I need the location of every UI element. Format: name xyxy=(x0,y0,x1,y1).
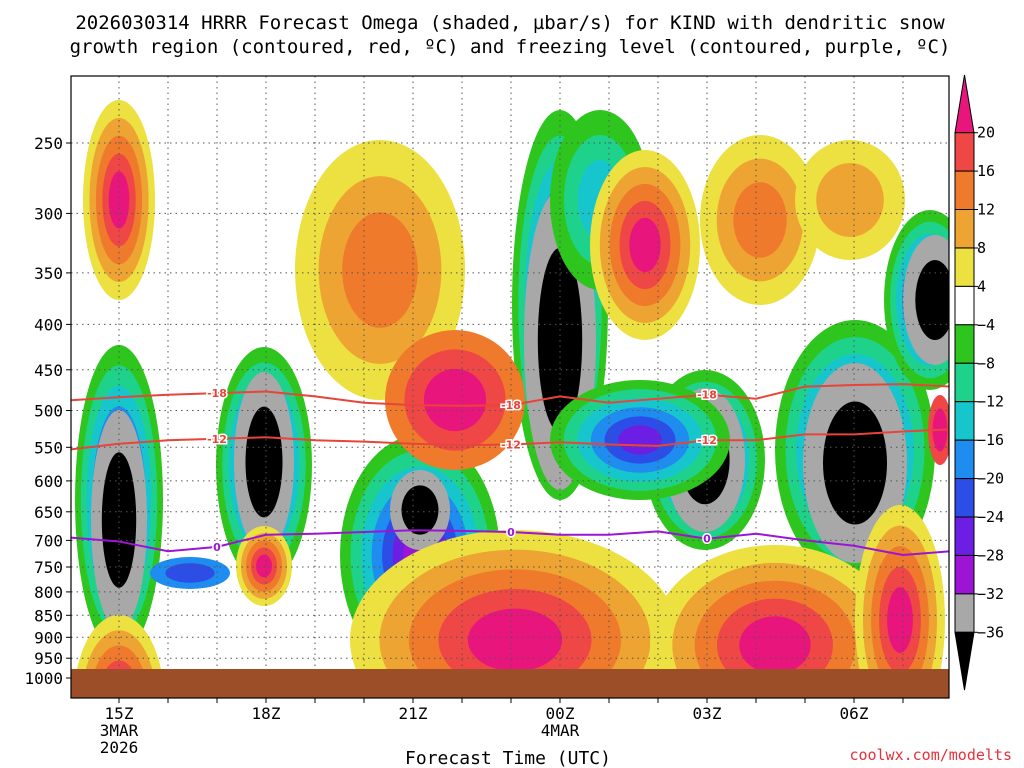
surface-band xyxy=(71,669,949,698)
x-tick-label: 03Z xyxy=(693,704,722,723)
x-tick-label: 15Z xyxy=(105,704,134,723)
plot-frame xyxy=(70,75,950,699)
colorbar-label: 20 xyxy=(977,124,995,142)
colorbar-swatch xyxy=(954,74,975,134)
y-tick-label: 300 xyxy=(34,204,63,223)
chart-title-line1: 2026030314 HRRR Forecast Omega (shaded, … xyxy=(75,12,945,34)
colorbar-label: −32 xyxy=(977,585,1004,603)
x-tick-label: 21Z xyxy=(399,704,428,723)
omega-cell xyxy=(733,182,787,258)
colorbar-swatch xyxy=(954,593,975,633)
y-tick-label: 900 xyxy=(34,628,63,647)
x-tick-label: 3MAR xyxy=(100,721,139,740)
contour-label: -12 xyxy=(697,434,717,447)
omega-cell xyxy=(739,616,811,674)
y-tick-label: 350 xyxy=(34,264,63,283)
y-tick-label: 500 xyxy=(34,402,63,421)
colorbar-swatch xyxy=(954,631,975,691)
y-axis: 250 300 350 400 450 500 550 600 650 700 750 800 850 9… xyxy=(24,134,71,688)
colorbar-label: −16 xyxy=(977,431,1004,449)
y-tick-label: 800 xyxy=(34,583,63,602)
x-tick-label: 06Z xyxy=(840,704,869,723)
colorbar-label: −24 xyxy=(977,508,1004,526)
y-tick-label: 600 xyxy=(34,472,63,491)
contour-layer: -18 -18 -18 -12 -12 -12 0 0 0 xyxy=(71,383,949,557)
omega-cell xyxy=(245,406,283,518)
colorbar-label: −28 xyxy=(977,547,1004,565)
y-tick-label: 1000 xyxy=(24,669,63,688)
x-tick-label: 00Z xyxy=(546,704,575,723)
contour-line--18 xyxy=(71,383,949,407)
colorbar-label: 12 xyxy=(977,201,995,219)
contour-label: -12 xyxy=(501,439,521,452)
colorbar-swatch xyxy=(954,439,975,480)
y-tick-label: 550 xyxy=(34,438,63,457)
colorbar-swatch xyxy=(954,209,975,249)
y-tick-label: 950 xyxy=(34,649,63,668)
y-tick-label: 650 xyxy=(34,503,63,522)
x-tick-label: 4MAR xyxy=(541,721,580,740)
colorbar-label: −20 xyxy=(977,470,1004,488)
contour-label: -18 xyxy=(207,387,227,400)
omega-cell xyxy=(401,485,439,535)
omega-cell xyxy=(342,212,418,328)
colorbar-swatch xyxy=(954,516,975,556)
y-tick-label: 450 xyxy=(34,361,63,380)
credit-text: coolwx.com/modelts xyxy=(849,746,1012,764)
colorbar-swatch xyxy=(954,401,975,441)
contour-label: 0 xyxy=(213,541,221,554)
omega-cell xyxy=(629,217,661,273)
colorbar-label: 8 xyxy=(977,239,986,257)
colorbar-label: −8 xyxy=(977,354,995,372)
colorbar-label: −4 xyxy=(977,316,995,334)
x-axis-label: Forecast Time (UTC) xyxy=(405,748,611,768)
colorbar-swatch xyxy=(954,324,975,364)
colorbar-swatch xyxy=(954,478,975,518)
colorbar-swatch xyxy=(954,170,975,211)
y-tick-label: 400 xyxy=(34,315,63,334)
surface-ground-layer xyxy=(71,669,949,698)
colorbar-label: −12 xyxy=(977,393,1004,411)
x-tick-label: 18Z xyxy=(252,704,281,723)
chart-title-line2: growth region (contoured, red, ºC) and f… xyxy=(70,36,951,58)
omega-cell xyxy=(915,260,949,340)
contour-label: -18 xyxy=(501,399,521,412)
omega-cell xyxy=(823,401,887,525)
omega-cell xyxy=(467,608,563,672)
contour-label: -18 xyxy=(697,389,717,402)
colorbar-label: 4 xyxy=(977,277,986,295)
contour-label: 0 xyxy=(507,526,515,539)
omega-cell xyxy=(165,563,215,583)
colorbar-swatch xyxy=(954,285,975,326)
contour-line-0 xyxy=(71,529,949,557)
omega-cell xyxy=(618,425,662,455)
x-tick-label: 2026 xyxy=(100,738,139,757)
omega-cell xyxy=(423,368,487,432)
y-tick-label: 750 xyxy=(34,558,63,577)
y-tick-label: 850 xyxy=(34,606,63,625)
omega-cell xyxy=(816,163,884,237)
colorbar-label: −36 xyxy=(977,623,1004,641)
contour-label: 0 xyxy=(703,533,711,546)
omega-cell xyxy=(887,587,913,653)
omega-cell xyxy=(108,171,130,229)
y-tick-label: 250 xyxy=(34,134,63,153)
omega-cell xyxy=(256,554,272,578)
contour-label: -12 xyxy=(207,433,227,446)
colorbar-swatch xyxy=(954,555,975,595)
y-tick-label: 700 xyxy=(34,531,63,550)
colorbar: 20 16 12 8 4 −4 −8 −12 −16 −20 −24 −28 −32 −36 xyxy=(954,74,1004,691)
contour-line--12 xyxy=(71,428,949,451)
colorbar-swatch xyxy=(954,247,975,287)
colorbar-label: 16 xyxy=(977,162,995,180)
colorbar-swatch xyxy=(954,362,975,403)
colorbar-swatch xyxy=(954,132,975,172)
omega-cell xyxy=(101,452,137,588)
